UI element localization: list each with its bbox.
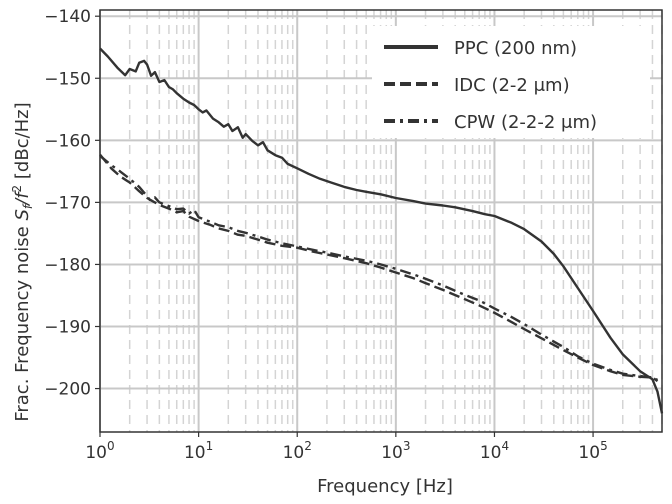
series-line-dashdot	[99, 154, 659, 381]
series-line-dashed	[99, 153, 659, 383]
series-line-solid	[99, 47, 664, 414]
legend-entry-label: CPW (2-2-2 μm)	[454, 112, 597, 133]
y-axis-ticks: −140 −150 −160 −170 −180 −190 −200	[44, 7, 100, 400]
y-tick-label: −190	[44, 318, 91, 338]
y-tick-label: −180	[44, 255, 91, 275]
legend-entry-label: PPC (200 nm)	[454, 38, 577, 59]
x-tick-label: 105	[578, 439, 607, 463]
y-tick-label: −150	[44, 69, 91, 89]
y-tick-label: −160	[44, 131, 91, 151]
plot-frame	[99, 9, 663, 433]
x-axis-ticks: 100 101 102 103 104 105	[85, 432, 608, 463]
y-tick-label: −200	[44, 380, 91, 400]
legend: PPC (200 nm) IDC (2-2 μm) CPW (2-2-2 μm)	[372, 26, 650, 138]
x-tick-label: 101	[184, 439, 213, 463]
minor-gridlines	[128, 10, 663, 432]
y-tick-label: −170	[44, 193, 91, 213]
x-tick-label: 103	[381, 439, 410, 463]
y-tick-label: −140	[44, 7, 91, 27]
series-lines	[99, 47, 664, 414]
legend-entry-label: IDC (2-2 μm)	[454, 75, 570, 96]
y-axis-label: Frac. Frequency noise Sf/f2 [dBc/Hz]	[10, 102, 35, 421]
x-axis-label: Frequency [Hz]	[317, 476, 453, 497]
x-tick-label: 102	[283, 439, 312, 463]
x-tick-label: 100	[85, 439, 114, 463]
x-tick-label: 104	[480, 439, 509, 463]
